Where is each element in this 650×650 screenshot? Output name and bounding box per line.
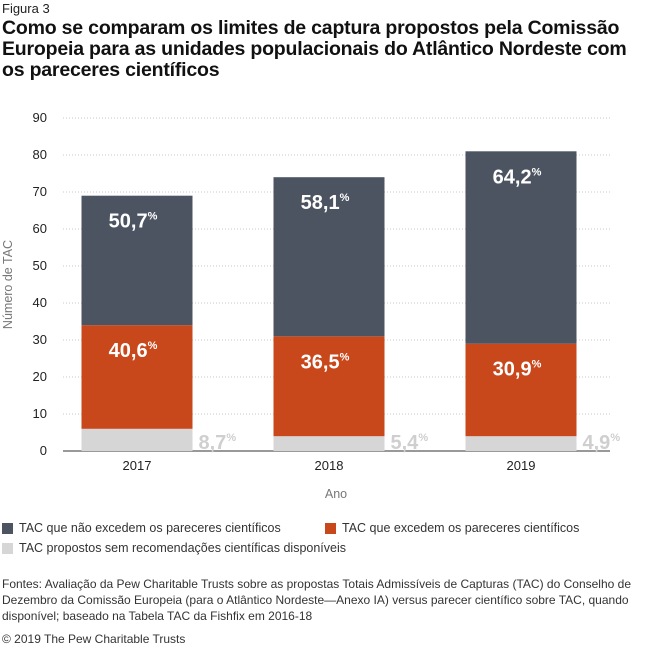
x-tick-label: 2017 bbox=[123, 458, 152, 473]
legend-swatch-not-exceed bbox=[2, 522, 13, 534]
y-tick-label: 20 bbox=[33, 369, 47, 384]
legend-label-no-advice: TAC propostos sem recomendações científi… bbox=[19, 541, 347, 555]
y-tick-label: 0 bbox=[40, 443, 47, 458]
bar-segment-no-advice bbox=[273, 436, 385, 451]
y-tick-label: 40 bbox=[33, 295, 47, 310]
data-label-not-exceed: 64,2% bbox=[493, 166, 542, 188]
legend-label-not-exceed: TAC que não excedem os pareceres científ… bbox=[19, 521, 281, 535]
data-label-exceed: 30,9% bbox=[493, 359, 542, 381]
data-label-not-exceed: 58,1% bbox=[301, 192, 350, 214]
y-tick-label: 60 bbox=[33, 221, 47, 236]
bar-segment-not-exceed bbox=[465, 151, 577, 344]
data-label-not-exceed: 50,7% bbox=[109, 211, 158, 233]
bar-segment-not-exceed bbox=[273, 177, 385, 337]
figure-label: Figura 3 bbox=[2, 1, 50, 16]
bar-segment-no-advice bbox=[465, 436, 577, 451]
copyright: © 2019 The Pew Charitable Trusts bbox=[2, 632, 186, 646]
legend-item-no-advice: TAC propostos sem recomendações científi… bbox=[2, 541, 346, 555]
data-label-no-advice: 4,9% bbox=[583, 432, 621, 454]
y-tick-label: 80 bbox=[33, 147, 47, 162]
y-tick-label: 30 bbox=[33, 332, 47, 347]
bar-segment-exceed bbox=[273, 336, 385, 437]
x-axis-label: Ano bbox=[325, 487, 347, 501]
y-tick-label: 50 bbox=[33, 258, 47, 273]
data-label-exceed: 40,6% bbox=[109, 340, 158, 362]
y-tick-label: 10 bbox=[33, 406, 47, 421]
legend-item-not-exceed: TAC que não excedem os pareceres científ… bbox=[2, 521, 281, 535]
x-tick-label: 2019 bbox=[507, 458, 536, 473]
y-axis-label: Número de TAC bbox=[1, 240, 15, 329]
x-tick-label: 2018 bbox=[315, 458, 344, 473]
legend-swatch-no-advice bbox=[2, 542, 13, 554]
data-label-exceed: 36,5% bbox=[301, 351, 350, 373]
chart-title: Como se comparam os limites de captura p… bbox=[2, 17, 627, 81]
bar-segment-no-advice bbox=[81, 428, 193, 451]
legend-swatch-exceed bbox=[325, 522, 336, 534]
sources-note: Fontes: Avaliação da Pew Charitable Trus… bbox=[2, 577, 631, 623]
legend-item-exceed: TAC que excedem os pareceres científicos bbox=[325, 521, 579, 535]
bar-segment-exceed bbox=[81, 325, 193, 429]
bar-segment-not-exceed bbox=[81, 195, 193, 326]
legend-label-exceed: TAC que excedem os pareceres científicos bbox=[342, 521, 580, 535]
y-tick-label: 70 bbox=[33, 184, 47, 199]
y-tick-label: 90 bbox=[33, 110, 47, 125]
bar-segment-exceed bbox=[465, 343, 577, 437]
